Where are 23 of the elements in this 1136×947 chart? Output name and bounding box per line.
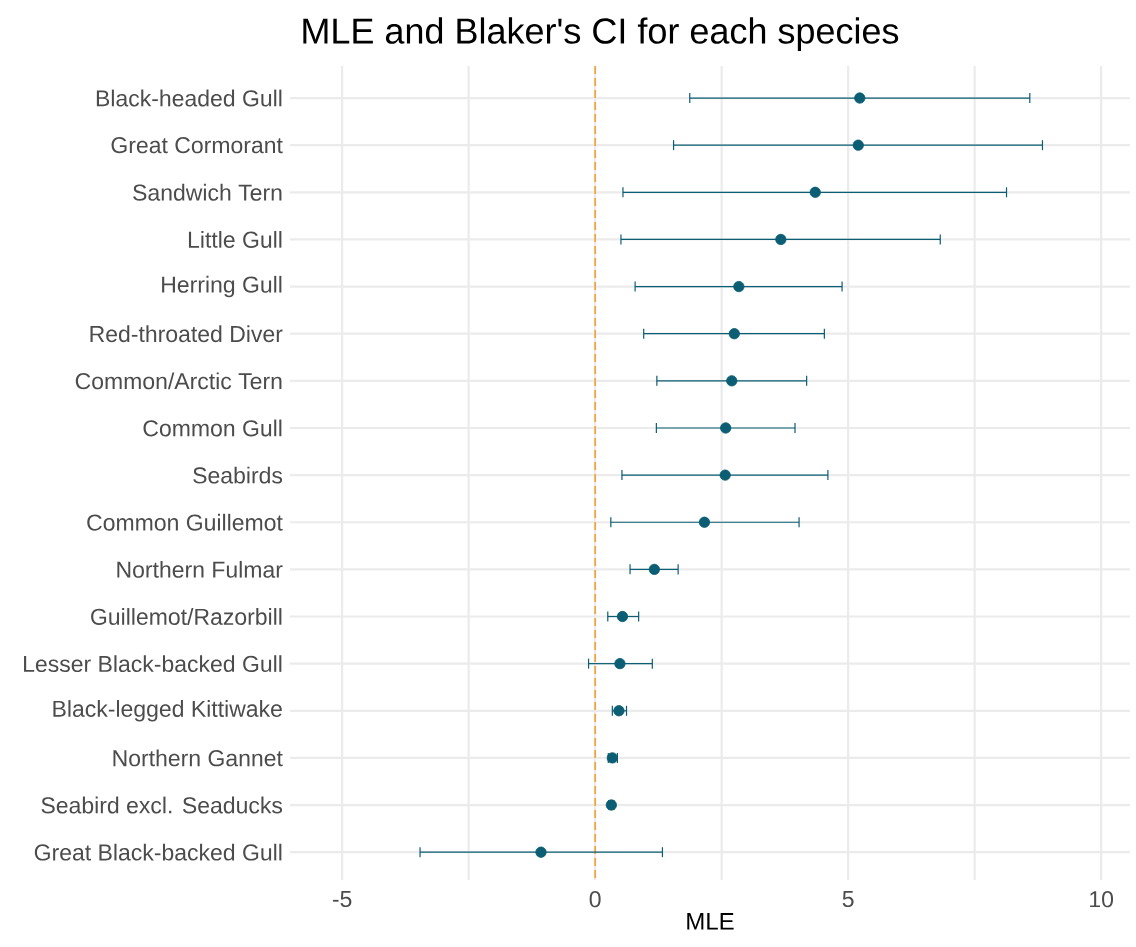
y-tick-label: Lesser Black-backed Gull (24, 655, 282, 673)
y-tick-label: Great Cormorant (111, 137, 283, 154)
y-tick-label: Guillemot/Razorbill (91, 608, 282, 625)
y-tick-label: Common/Arctic Tern (75, 372, 282, 390)
y-tick-label: Common Gull (143, 419, 282, 437)
y-tick-label: Red-throated Diver (90, 325, 283, 343)
y-tick-label: Northern Fulmar (117, 560, 283, 578)
x-tick-label: 0 (589, 891, 601, 908)
y-tick-label: Common Guillemot (87, 513, 283, 531)
y-tick-label: Little Gull (188, 231, 282, 248)
y-tick-label: Black-legged Kittiwake (53, 700, 282, 722)
x-tick-label: 5 (842, 891, 854, 908)
x-tick-label: -5 (332, 891, 352, 908)
y-tick-label: Black-headed Gull (96, 89, 282, 107)
y-tick-label: Seabirds (193, 466, 283, 484)
x-axis-title: MLE (687, 913, 734, 930)
chart-title: MLE and Blaker's CI for each species (303, 17, 899, 51)
y-tick-label: Herring Gull (162, 275, 282, 298)
y-tick-label: Northern Gannet (113, 749, 283, 767)
x-tick-label: 10 (1090, 891, 1114, 908)
y-tick-label: Great Black-backed Gull (34, 843, 282, 861)
y-tick-label: Sandwich Tern (133, 183, 282, 201)
y-tick-label: Seabird excl. Seaducks (41, 796, 283, 814)
